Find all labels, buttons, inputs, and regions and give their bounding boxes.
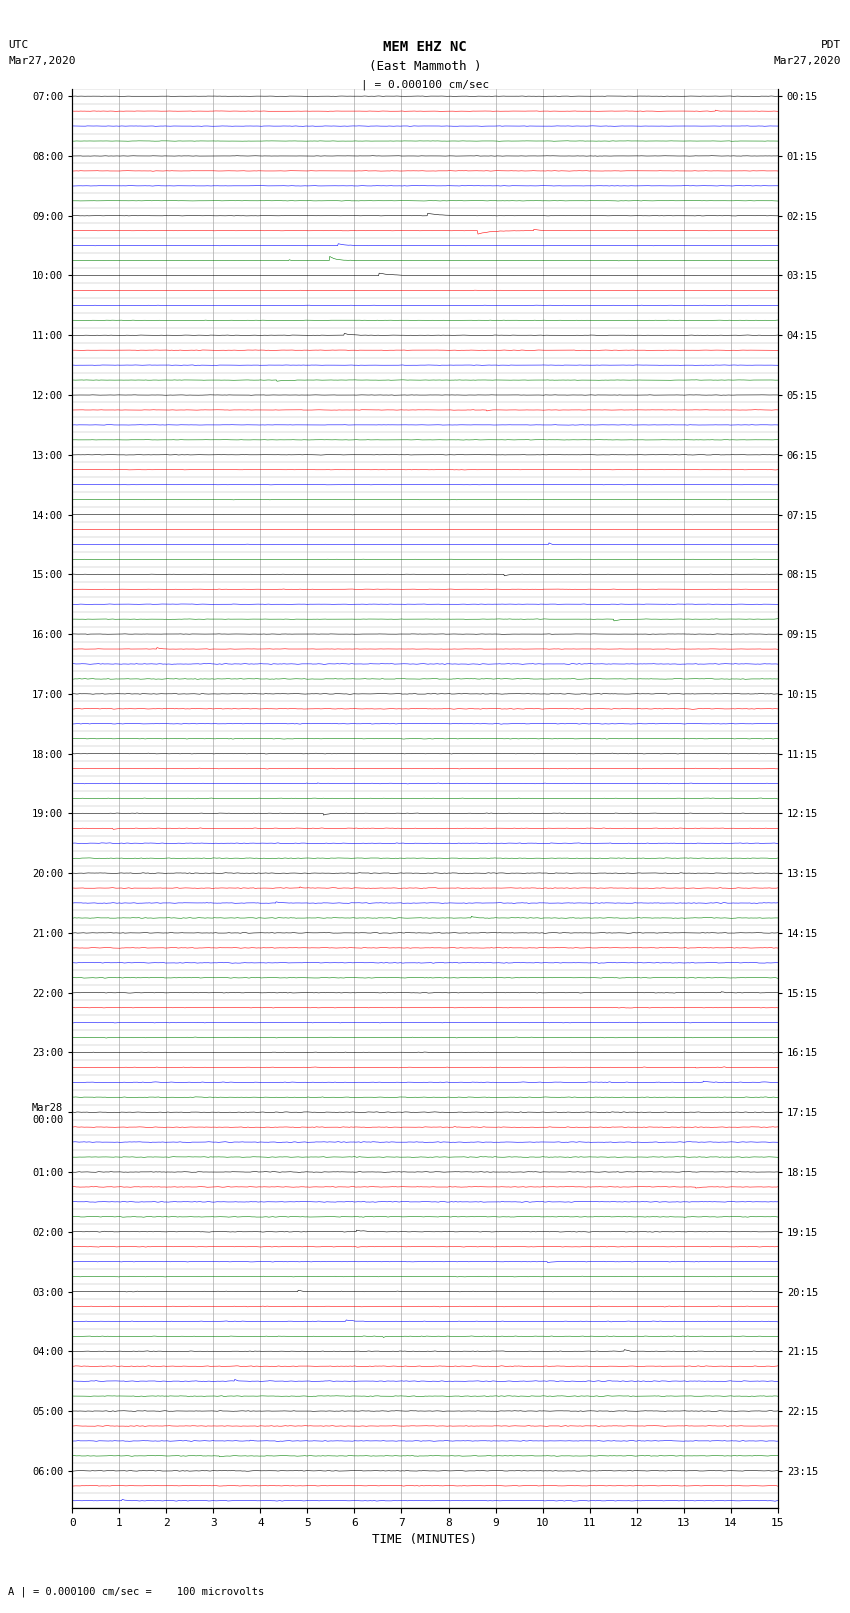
Text: (East Mammoth ): (East Mammoth ) — [369, 60, 481, 73]
Text: UTC: UTC — [8, 40, 29, 50]
Text: | = 0.000100 cm/sec: | = 0.000100 cm/sec — [361, 79, 489, 90]
Text: A | = 0.000100 cm/sec =    100 microvolts: A | = 0.000100 cm/sec = 100 microvolts — [8, 1586, 264, 1597]
X-axis label: TIME (MINUTES): TIME (MINUTES) — [372, 1534, 478, 1547]
Text: PDT: PDT — [821, 40, 842, 50]
Text: Mar27,2020: Mar27,2020 — [8, 56, 76, 66]
Text: Mar27,2020: Mar27,2020 — [774, 56, 842, 66]
Text: MEM EHZ NC: MEM EHZ NC — [383, 40, 467, 55]
